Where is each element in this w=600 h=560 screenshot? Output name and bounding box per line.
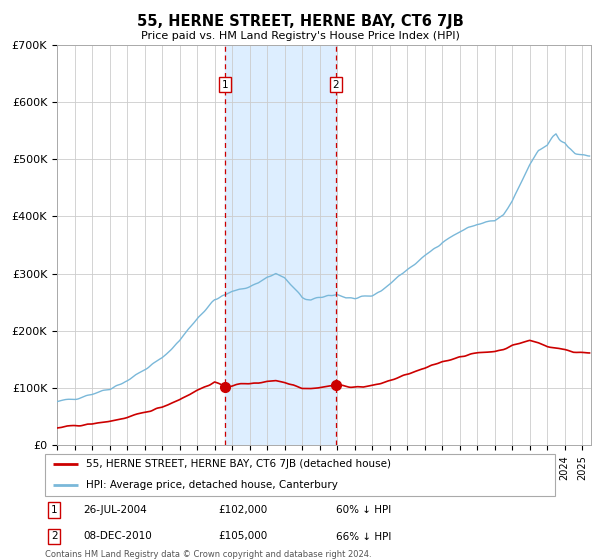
Text: 60% ↓ HPI: 60% ↓ HPI (336, 505, 391, 515)
Text: 1: 1 (51, 505, 58, 515)
Text: 1: 1 (221, 80, 228, 90)
Text: 2: 2 (51, 531, 58, 542)
FancyBboxPatch shape (45, 454, 555, 496)
Text: 26-JUL-2004: 26-JUL-2004 (83, 505, 147, 515)
Bar (225, 45, 336, 445)
Text: £102,000: £102,000 (218, 505, 268, 515)
Text: 2: 2 (332, 80, 339, 90)
Text: 55, HERNE STREET, HERNE BAY, CT6 7JB (detached house): 55, HERNE STREET, HERNE BAY, CT6 7JB (de… (86, 459, 391, 469)
Text: 08-DEC-2010: 08-DEC-2010 (83, 531, 152, 542)
Text: Contains HM Land Registry data © Crown copyright and database right 2024.
This d: Contains HM Land Registry data © Crown c… (45, 550, 371, 560)
Text: Price paid vs. HM Land Registry's House Price Index (HPI): Price paid vs. HM Land Registry's House … (140, 31, 460, 41)
Text: HPI: Average price, detached house, Canterbury: HPI: Average price, detached house, Cant… (86, 480, 338, 490)
Text: 55, HERNE STREET, HERNE BAY, CT6 7JB: 55, HERNE STREET, HERNE BAY, CT6 7JB (137, 14, 463, 29)
Text: 66% ↓ HPI: 66% ↓ HPI (336, 531, 391, 542)
Text: £105,000: £105,000 (218, 531, 268, 542)
